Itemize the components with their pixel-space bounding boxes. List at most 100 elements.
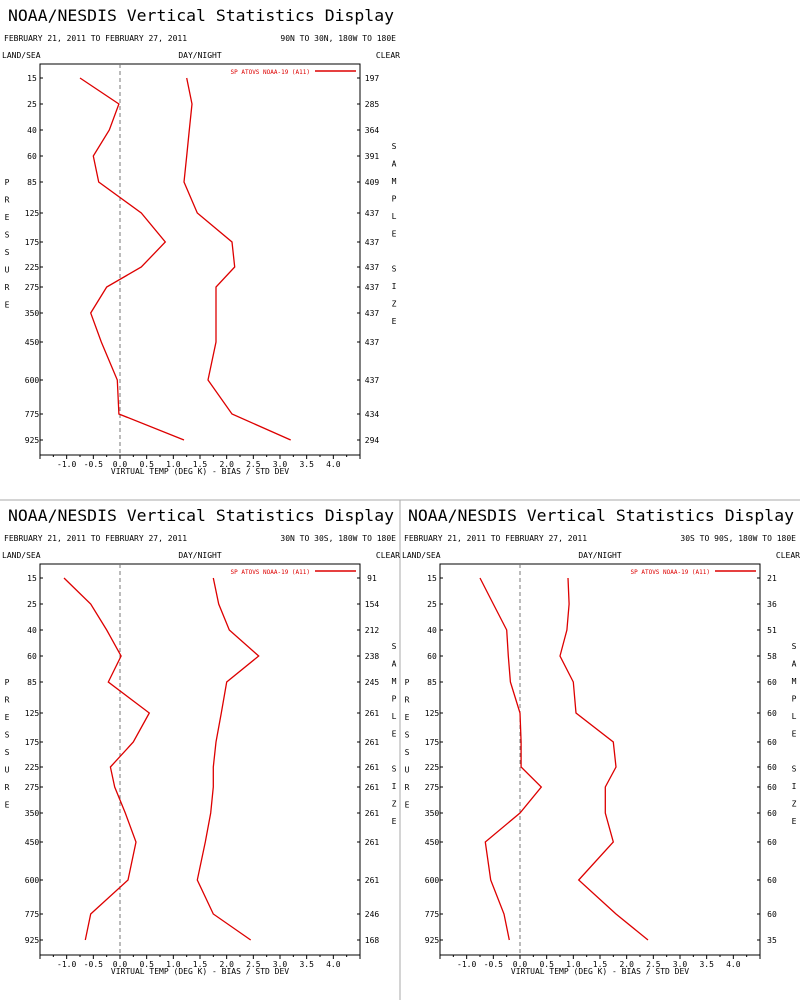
pressure-level-label: 60 — [427, 652, 437, 661]
y-axis-letter: R — [5, 196, 10, 205]
x-tick-label: 2.5 — [246, 960, 261, 969]
sample-size-label: 434 — [365, 410, 380, 419]
pressure-level-label: 25 — [427, 600, 437, 609]
y2-axis-letter: E — [792, 817, 797, 826]
sample-size-label: 60 — [767, 678, 777, 687]
x-tick-label: 0.5 — [539, 960, 554, 969]
y-axis-letter: S — [405, 748, 410, 757]
y-axis-letter: U — [405, 766, 410, 775]
pressure-level-label: 350 — [425, 809, 440, 818]
x-tick-label: -0.5 — [484, 960, 503, 969]
y2-axis-letter: I — [792, 782, 797, 791]
x-tick-label: 1.5 — [193, 460, 208, 469]
y-axis-letter: R — [5, 696, 10, 705]
x-tick-label: 0.0 — [113, 960, 128, 969]
pressure-level-label: 85 — [27, 178, 37, 187]
y2-axis-letter: S — [392, 642, 397, 651]
sample-size-label: 364 — [365, 126, 380, 135]
legend-label: SP ATOVS NOAA-19 (A11) — [231, 569, 310, 576]
y2-axis-letter: S — [392, 142, 397, 151]
region-label: 30N TO 30S, 180W TO 180E — [280, 534, 396, 543]
pressure-level-label: 60 — [27, 652, 37, 661]
x-axis-label: VIRTUAL TEMP (DEG K) - BIAS / STD DEV — [111, 967, 289, 976]
bias-series-line — [479, 577, 543, 941]
panel-1: NOAA/NESDIS Vertical Statistics Display F… — [2, 6, 400, 476]
panel-2: NOAA/NESDIS Vertical Statistics Display F… — [2, 506, 400, 976]
x-tick-label: 3.0 — [273, 460, 288, 469]
y2-axis-letter: S — [792, 765, 797, 774]
x-tick-label: -0.5 — [84, 960, 103, 969]
y-axis-letter: E — [5, 801, 10, 810]
x-tick-label: 3.0 — [673, 960, 688, 969]
pressure-level-label: 15 — [27, 574, 37, 583]
y-axis-letter: P — [5, 678, 10, 687]
pressure-level-label: 925 — [25, 936, 40, 945]
sample-size-label: 91 — [367, 574, 377, 583]
plot-frame — [439, 563, 761, 956]
pressure-level-label: 25 — [27, 600, 37, 609]
y2-axis-letter: L — [392, 712, 397, 721]
date-range: FEBRUARY 21, 2011 TO FEBRUARY 27, 2011 — [4, 534, 187, 543]
sample-size-label: 197 — [365, 74, 380, 83]
y2-axis-letter: Z — [392, 800, 397, 809]
pressure-level-label: 450 — [425, 838, 440, 847]
y2-axis-letter: L — [792, 712, 797, 721]
y-axis-letter: U — [5, 766, 10, 775]
pressure-level-label: 275 — [25, 783, 40, 792]
legend-label: SP ATOVS NOAA-19 (A11) — [231, 69, 310, 76]
y2-axis-letter: E — [392, 317, 397, 326]
sample-size-label: 60 — [767, 783, 777, 792]
pressure-level-label: 25 — [27, 100, 37, 109]
y-axis-letter: E — [405, 713, 410, 722]
x-tick-label: 3.5 — [299, 960, 314, 969]
sample-size-label: 409 — [365, 178, 380, 187]
sample-size-label: 437 — [365, 263, 380, 272]
day-night-label: DAY/NIGHT — [578, 551, 622, 560]
clear-label: CLEAR — [776, 551, 800, 560]
plot-frame — [39, 63, 361, 456]
y2-axis-letter: M — [792, 677, 797, 686]
y-axis-letter: S — [5, 748, 10, 757]
pressure-level-label: 40 — [427, 626, 437, 635]
x-tick-label: 2.5 — [246, 460, 261, 469]
y2-axis-letter: S — [792, 642, 797, 651]
pressure-level-label: 600 — [425, 876, 440, 885]
pressure-level-label: 175 — [25, 738, 40, 747]
y2-axis-letter: P — [792, 695, 797, 704]
x-tick-label: 1.0 — [566, 960, 581, 969]
pressure-level-label: 225 — [25, 763, 40, 772]
y-axis-letter: S — [5, 248, 10, 257]
std-dev-series-line — [183, 77, 291, 441]
x-axis-label: VIRTUAL TEMP (DEG K) - BIAS / STD DEV — [511, 967, 689, 976]
pressure-level-label: 40 — [27, 626, 37, 635]
sample-size-label: 437 — [365, 376, 380, 385]
pressure-level-label: 85 — [27, 678, 37, 687]
chart-title: NOAA/NESDIS Vertical Statistics Display — [8, 506, 394, 525]
y-axis-letter: S — [5, 231, 10, 240]
sample-size-label: 60 — [767, 763, 777, 772]
sample-size-label: 261 — [365, 738, 380, 747]
pressure-level-label: 450 — [25, 338, 40, 347]
y2-axis-letter: M — [392, 677, 397, 686]
pressure-level-label: 350 — [25, 809, 40, 818]
sample-size-label: 60 — [767, 910, 777, 919]
sample-size-label: 238 — [365, 652, 380, 661]
date-range: FEBRUARY 21, 2011 TO FEBRUARY 27, 2011 — [404, 534, 587, 543]
x-axis-label: VIRTUAL TEMP (DEG K) - BIAS / STD DEV — [111, 467, 289, 476]
pressure-level-label: 775 — [25, 910, 40, 919]
pressure-level-label: 125 — [25, 709, 40, 718]
y2-axis-letter: E — [792, 730, 797, 739]
sample-size-label: 58 — [767, 652, 777, 661]
pressure-level-label: 125 — [25, 209, 40, 218]
bias-series-line — [63, 577, 151, 941]
y2-axis-letter: I — [392, 282, 397, 291]
sample-size-label: 437 — [365, 338, 380, 347]
y2-axis-letter: P — [392, 695, 397, 704]
sample-size-label: 261 — [365, 876, 380, 885]
pressure-level-label: 275 — [25, 283, 40, 292]
y-axis-letter: R — [405, 696, 410, 705]
plot-frame — [39, 563, 361, 956]
pressure-level-label: 775 — [25, 410, 40, 419]
x-tick-label: 4.0 — [326, 960, 341, 969]
